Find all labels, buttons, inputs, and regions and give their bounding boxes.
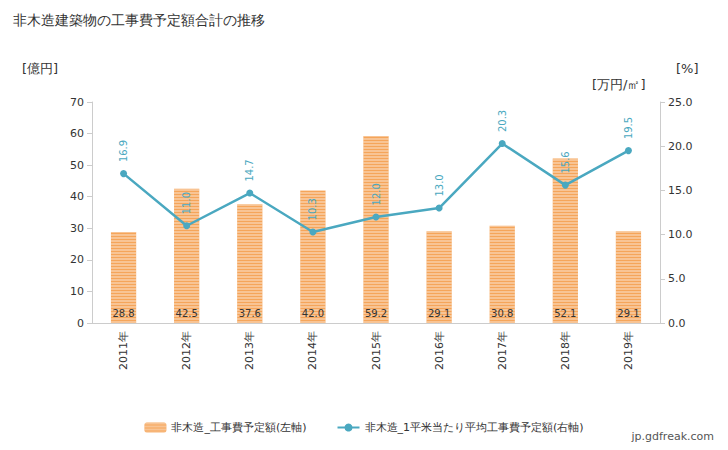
svg-text:29.1: 29.1 — [617, 308, 639, 319]
svg-text:5.0: 5.0 — [668, 272, 686, 285]
svg-text:20.3: 20.3 — [497, 110, 508, 132]
svg-text:15.0: 15.0 — [668, 184, 693, 197]
svg-text:jp.gdfreak.com: jp.gdfreak.com — [630, 430, 714, 443]
svg-text:10: 10 — [70, 285, 84, 298]
svg-text:12.0: 12.0 — [371, 183, 382, 205]
svg-text:2019年: 2019年 — [622, 331, 635, 370]
svg-text:非木造建築物の工事費予定額合計の推移: 非木造建築物の工事費予定額合計の推移 — [13, 12, 265, 28]
svg-text:42.0: 42.0 — [302, 308, 324, 319]
svg-text:2012年: 2012年 — [180, 331, 193, 370]
svg-text:30.8: 30.8 — [491, 308, 513, 319]
svg-text:11.0: 11.0 — [181, 192, 192, 214]
svg-text:40: 40 — [70, 190, 84, 203]
svg-text:37.6: 37.6 — [239, 308, 261, 319]
svg-text:2013年: 2013年 — [243, 331, 256, 370]
svg-text:30: 30 — [70, 222, 84, 235]
svg-text:52.1: 52.1 — [554, 308, 576, 319]
svg-text:非木造_工事費予定額(左軸): 非木造_工事費予定額(左軸) — [171, 421, 306, 434]
svg-text:28.8: 28.8 — [112, 308, 134, 319]
svg-text:[万円/㎡]: [万円/㎡] — [592, 77, 646, 92]
svg-text:2011年: 2011年 — [117, 331, 130, 370]
svg-text:2017年: 2017年 — [496, 331, 509, 370]
svg-text:[%]: [%] — [676, 61, 699, 76]
svg-text:2016年: 2016年 — [433, 331, 446, 370]
svg-text:2014年: 2014年 — [306, 331, 319, 370]
svg-text:2018年: 2018年 — [559, 331, 572, 370]
svg-text:15.6: 15.6 — [560, 151, 571, 173]
svg-text:20.0: 20.0 — [668, 140, 693, 153]
svg-text:19.5: 19.5 — [623, 117, 634, 139]
svg-text:[億円]: [億円] — [22, 61, 58, 76]
svg-text:10.3: 10.3 — [307, 198, 318, 220]
svg-text:20: 20 — [70, 253, 84, 266]
svg-text:70: 70 — [70, 96, 84, 109]
svg-text:42.5: 42.5 — [176, 308, 198, 319]
svg-text:13.0: 13.0 — [434, 174, 445, 196]
svg-text:60: 60 — [70, 127, 84, 140]
svg-text:16.9: 16.9 — [118, 140, 129, 162]
svg-text:0.0: 0.0 — [668, 317, 686, 330]
svg-text:非木造_1平米当たり平均工事費予定額(右軸): 非木造_1平米当たり平均工事費予定額(右軸) — [365, 421, 584, 434]
svg-text:2015年: 2015年 — [370, 331, 383, 370]
svg-text:14.7: 14.7 — [244, 159, 255, 181]
svg-text:0: 0 — [77, 317, 84, 330]
svg-text:25.0: 25.0 — [668, 96, 693, 109]
svg-text:50: 50 — [70, 159, 84, 172]
svg-text:10.0: 10.0 — [668, 228, 693, 241]
svg-text:29.1: 29.1 — [428, 308, 450, 319]
svg-text:59.2: 59.2 — [365, 308, 387, 319]
